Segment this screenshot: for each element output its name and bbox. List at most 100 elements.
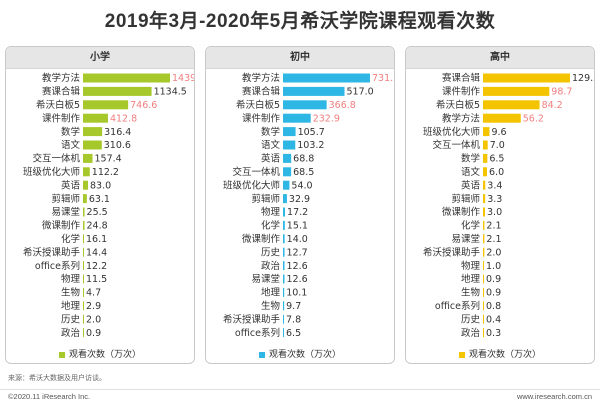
value-label: 232.9 <box>313 113 340 124</box>
chart-primary: 教学方法 1439.0 赛课合辑 1134.5 希沃白板5 746.6 课件制作 412.8 数… <box>23 72 194 339</box>
value-label: 14.0 <box>287 234 308 245</box>
value-label: 7.8 <box>286 314 301 325</box>
value-label: 63.1 <box>89 194 110 205</box>
legend-label: 观看次数（万次） <box>68 349 141 359</box>
category-label: 政治 <box>61 327 80 339</box>
value-label: 316.4 <box>104 127 131 138</box>
bar <box>83 274 84 284</box>
value-label: 4.7 <box>86 288 101 299</box>
category-label: 交互一体机 <box>32 153 80 165</box>
bar <box>483 194 486 204</box>
value-label: 2.1 <box>486 234 501 245</box>
bar <box>283 100 327 110</box>
category-label: 英语 <box>261 153 281 165</box>
bar <box>283 167 292 177</box>
category-label: 数学 <box>261 126 280 138</box>
value-label: 2.0 <box>486 247 501 258</box>
bar <box>83 180 89 190</box>
category-label: 语文 <box>261 139 281 151</box>
legend-swatch <box>58 351 65 358</box>
category-label: 化学 <box>61 233 80 245</box>
value-label: 3.3 <box>487 194 502 205</box>
bar <box>483 180 486 190</box>
value-label: 1.0 <box>486 261 501 272</box>
chart-middle: 教学方法 731.3 赛课合辑 517.0 希沃白板5 366.8 课件制作 232.9 数学 1… <box>223 72 394 339</box>
value-label: 0.9 <box>86 328 101 339</box>
category-label: 剪辑师 <box>251 193 280 205</box>
legend: 观看次数（万次） <box>206 347 394 360</box>
category-label: 交互一体机 <box>232 166 280 178</box>
value-label: 68.8 <box>293 154 314 165</box>
panel-primary: 小学 教学方法 1439.0 赛课合辑 1134.5 希沃白板5 746.6 课件制作 412… <box>5 46 195 364</box>
value-label: 3.0 <box>487 207 502 218</box>
category-label: 剪辑师 <box>451 193 480 205</box>
category-label: 希沃授课助手 <box>423 246 481 258</box>
category-label: 微课制作 <box>442 206 481 218</box>
bar <box>283 328 284 338</box>
category-label: 物理 <box>61 273 81 285</box>
value-label: 0.4 <box>486 314 501 325</box>
value-label: 11.5 <box>86 274 107 285</box>
value-label: 746.6 <box>130 100 157 111</box>
bar <box>283 86 345 96</box>
value-label: 7.0 <box>490 140 505 151</box>
bar <box>83 113 108 123</box>
bar <box>83 100 129 110</box>
category-label: 教学方法 <box>42 72 80 84</box>
category-label: 教学方法 <box>442 112 480 124</box>
bar <box>283 127 296 137</box>
copyright: ©2020.11 iResearch Inc. <box>8 392 91 401</box>
bar <box>283 113 311 123</box>
value-label: 9.6 <box>491 127 506 138</box>
chart-high: 赛课合辑 129.5 课件制作 98.7 希沃白板5 84.2 教学方法 56.2 班级优化大师… <box>423 72 594 339</box>
category-label: 易课堂 <box>251 273 280 285</box>
category-label: 语文 <box>461 166 481 178</box>
category-label: 生物 <box>261 300 281 312</box>
bar <box>83 328 84 338</box>
value-label: 1439.0 <box>172 73 194 84</box>
value-label: 17.2 <box>287 207 308 218</box>
value-label: 68.5 <box>293 167 314 178</box>
category-label: 易课堂 <box>451 233 480 245</box>
category-label: 赛课合辑 <box>442 72 481 84</box>
bar <box>83 234 84 244</box>
panel-title: 小学 <box>90 52 110 63</box>
category-label: 剪辑师 <box>51 193 80 205</box>
bar <box>83 140 102 150</box>
category-label: 化学 <box>461 220 480 232</box>
value-label: 2.0 <box>86 314 101 325</box>
source-note: 来源：希沃大数据及用户访谈。 <box>8 375 106 382</box>
category-label: 课件制作 <box>242 112 281 124</box>
bar <box>483 73 570 83</box>
value-label: 83.0 <box>90 180 111 191</box>
value-label: 0.9 <box>486 274 501 285</box>
category-label: office系列 <box>435 300 480 312</box>
category-label: 英语 <box>461 179 481 191</box>
bar <box>283 247 285 257</box>
bar <box>483 328 484 338</box>
category-label: office系列 <box>235 327 280 339</box>
value-label: 0.9 <box>486 288 501 299</box>
category-label: 历史 <box>261 246 281 258</box>
category-label: 希沃白板5 <box>436 99 480 111</box>
bar <box>83 247 84 257</box>
value-label: 54.0 <box>291 180 312 191</box>
bar <box>83 194 87 204</box>
bar <box>83 127 103 137</box>
category-label: 课件制作 <box>442 86 481 98</box>
value-label: 3.4 <box>487 180 502 191</box>
value-label: 12.2 <box>86 261 107 272</box>
legend-swatch <box>458 351 465 358</box>
category-label: 赛课合辑 <box>42 86 81 98</box>
bar <box>283 180 290 190</box>
value-label: 12.7 <box>287 247 308 258</box>
value-label: 98.7 <box>551 87 572 98</box>
value-label: 9.7 <box>286 301 301 312</box>
website-url: www.iresearch.com.cn <box>516 392 592 401</box>
bar <box>83 86 152 96</box>
category-label: 物理 <box>461 260 481 272</box>
bar <box>83 314 84 324</box>
panel-high: 高中 赛课合辑 129.5 课件制作 98.7 希沃白板5 84.2 教学方法 56.2 班级优… <box>405 46 595 364</box>
value-label: 129.5 <box>572 73 594 84</box>
bar <box>283 314 284 324</box>
